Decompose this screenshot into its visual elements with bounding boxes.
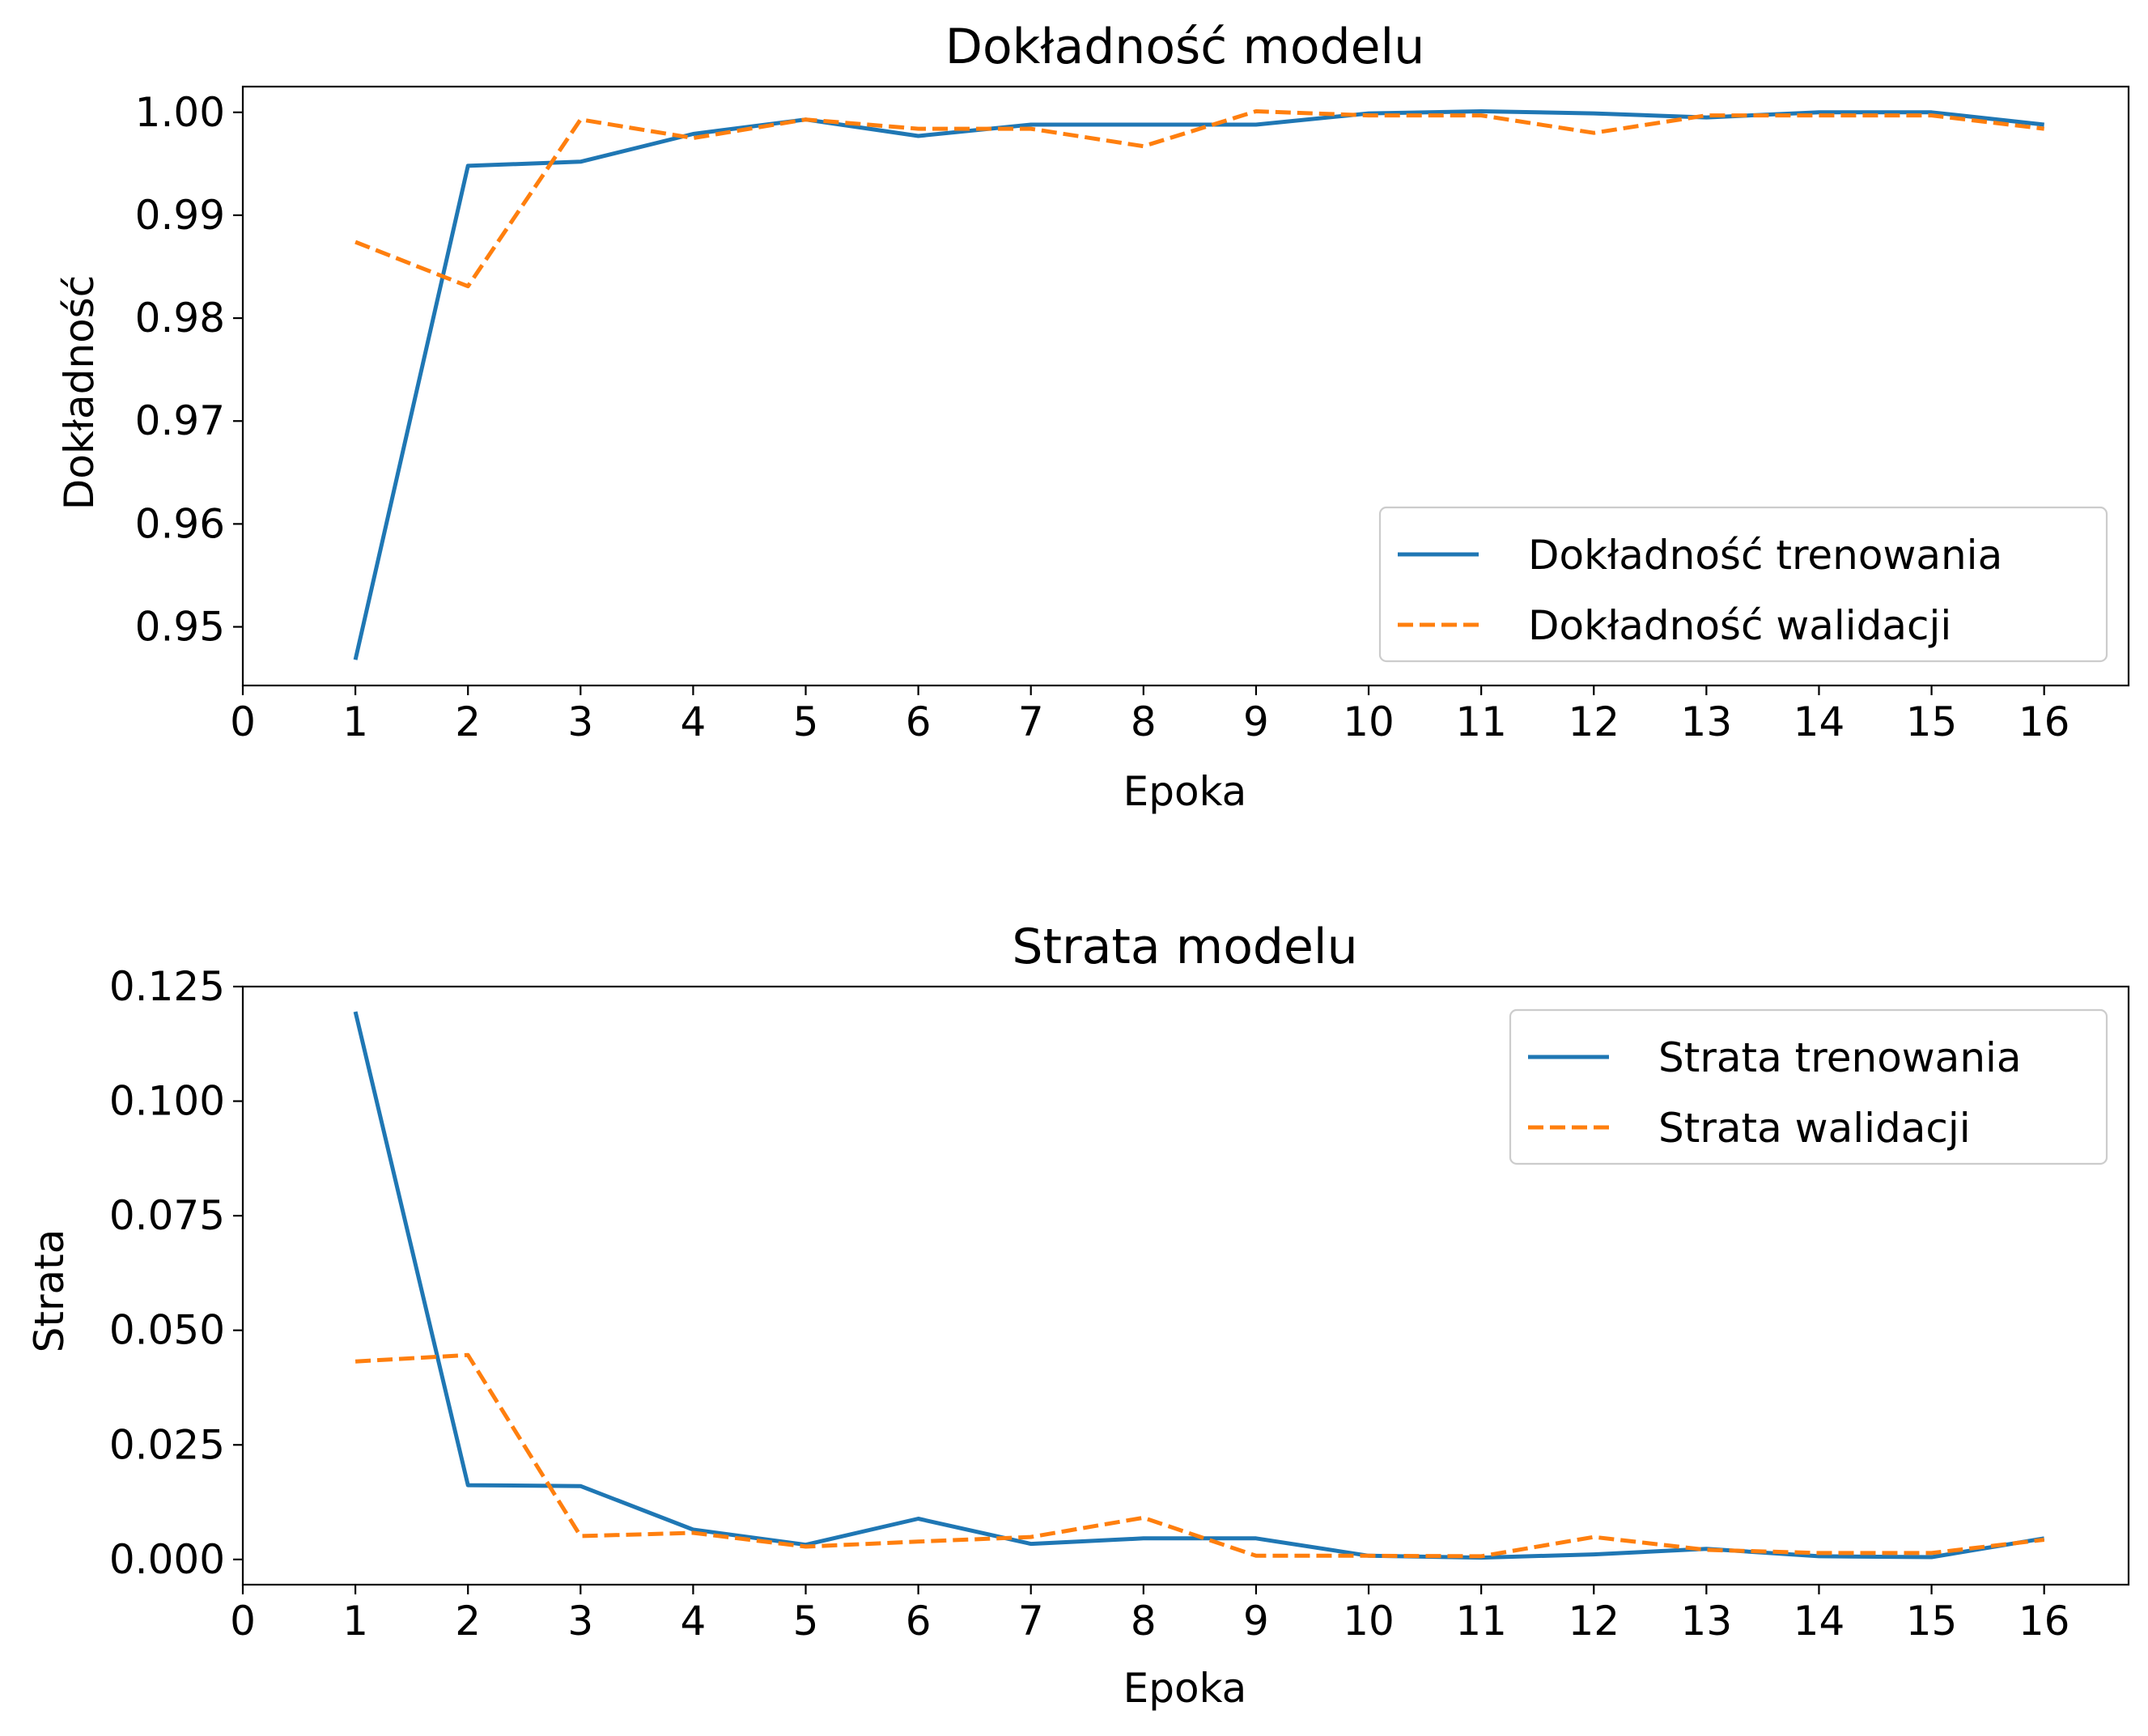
loss-x-tick-label: 1 <box>342 1598 368 1645</box>
accuracy-x-tick-label: 8 <box>1131 698 1157 745</box>
loss-y-tick-label: 0.000 <box>109 1536 225 1583</box>
loss-plot-area: 0 1 2 3 4 5 6 7 8 9 10 11 12 13 14 15 160.0000.0250.0500… <box>109 963 2130 1645</box>
loss-y-tick-label: 0.125 <box>109 963 225 1010</box>
loss-y-tick-label: 0.025 <box>109 1421 225 1468</box>
accuracy-y-axis-label: Dokładność <box>56 275 103 510</box>
loss-x-tick-label: 15 <box>1906 1598 1958 1645</box>
accuracy-x-tick-label: 5 <box>793 698 819 745</box>
loss-x-axis-label: Epoka <box>1123 1665 1247 1712</box>
loss-x-tick-label: 6 <box>906 1598 932 1645</box>
accuracy-plot-area: 0 1 2 3 4 5 6 7 8 9 10 11 12 13 14 15 160.950.960.970.98… <box>135 85 2130 745</box>
loss-x-tick-label: 12 <box>1568 1598 1619 1645</box>
loss-chart-title: Strata modelu <box>1012 919 1357 975</box>
accuracy-legend: Dokładność trenowania Dokładność walidacj… <box>1378 506 2108 663</box>
accuracy-x-tick-label: 0 <box>230 698 256 745</box>
accuracy-y-tick-label: 0.96 <box>135 500 225 547</box>
accuracy-x-tick-label: 10 <box>1343 698 1395 745</box>
loss-x-tick-label: 4 <box>681 1598 707 1645</box>
loss-x-tick-label: 14 <box>1794 1598 1845 1645</box>
loss-legend-label-1: Strata trenowania <box>1658 1034 2022 1081</box>
loss-x-tick-label: 0 <box>230 1598 256 1645</box>
accuracy-x-tick-label: 1 <box>342 698 368 745</box>
accuracy-y-tick-label: 0.99 <box>135 192 225 239</box>
loss-x-tick-label: 8 <box>1131 1598 1157 1645</box>
loss-y-tick-label: 0.100 <box>109 1078 225 1125</box>
accuracy-y-tick-label: 0.98 <box>135 295 225 342</box>
loss-axes-frame <box>241 985 2130 1586</box>
accuracy-legend-box <box>1378 506 2108 663</box>
loss-legend: Strata trenowania Strata walidacji <box>1509 1008 2108 1165</box>
accuracy-y-tick-label: 1.00 <box>135 89 225 136</box>
accuracy-y-tick-label: 0.97 <box>135 397 225 444</box>
accuracy-series-line-2 <box>354 109 2044 289</box>
accuracy-x-axis-label: Epoka <box>1123 768 1247 815</box>
loss-x-tick-label: 7 <box>1018 1598 1044 1645</box>
accuracy-x-tick-label: 12 <box>1568 698 1619 745</box>
accuracy-x-tick-label: 7 <box>1018 698 1044 745</box>
accuracy-chart-title: Dokładność modelu <box>945 19 1424 75</box>
accuracy-x-tick-label: 9 <box>1243 698 1269 745</box>
accuracy-legend-label-2: Dokładność walidacji <box>1528 602 1951 649</box>
accuracy-axes-frame <box>241 85 2130 687</box>
loss-x-tick-label: 3 <box>567 1598 593 1645</box>
accuracy-x-tick-label: 15 <box>1906 698 1958 745</box>
loss-legend-box <box>1509 1008 2108 1165</box>
loss-x-tick-label: 11 <box>1455 1598 1507 1645</box>
loss-series-line-2 <box>354 1352 2044 1559</box>
loss-legend-label-2: Strata walidacji <box>1658 1105 1971 1152</box>
loss-x-tick-label: 13 <box>1681 1598 1733 1645</box>
accuracy-x-tick-label: 4 <box>681 698 707 745</box>
loss-x-tick-label: 10 <box>1343 1598 1395 1645</box>
loss-chart: Strata modelu Epoka Strata 0 1 2 3 4 5 6 7 8 9 10 1… <box>26 919 2130 1712</box>
accuracy-x-tick-label: 11 <box>1455 698 1507 745</box>
accuracy-y-tick-label: 0.95 <box>135 604 225 651</box>
accuracy-x-tick-label: 3 <box>567 698 593 745</box>
loss-x-tick-label: 2 <box>455 1598 481 1645</box>
accuracy-x-tick-label: 2 <box>455 698 481 745</box>
loss-x-tick-label: 5 <box>793 1598 819 1645</box>
accuracy-x-tick-label: 16 <box>2019 698 2070 745</box>
loss-y-tick-label: 0.075 <box>109 1192 225 1239</box>
loss-x-tick-label: 16 <box>2019 1598 2070 1645</box>
accuracy-x-tick-label: 14 <box>1794 698 1845 745</box>
loss-y-axis-label: Strata <box>26 1229 73 1353</box>
accuracy-x-tick-label: 13 <box>1681 698 1733 745</box>
loss-x-tick-label: 9 <box>1243 1598 1269 1645</box>
loss-y-tick-label: 0.050 <box>109 1307 225 1354</box>
accuracy-legend-label-1: Dokładność trenowania <box>1528 532 2002 579</box>
accuracy-x-tick-label: 6 <box>906 698 932 745</box>
